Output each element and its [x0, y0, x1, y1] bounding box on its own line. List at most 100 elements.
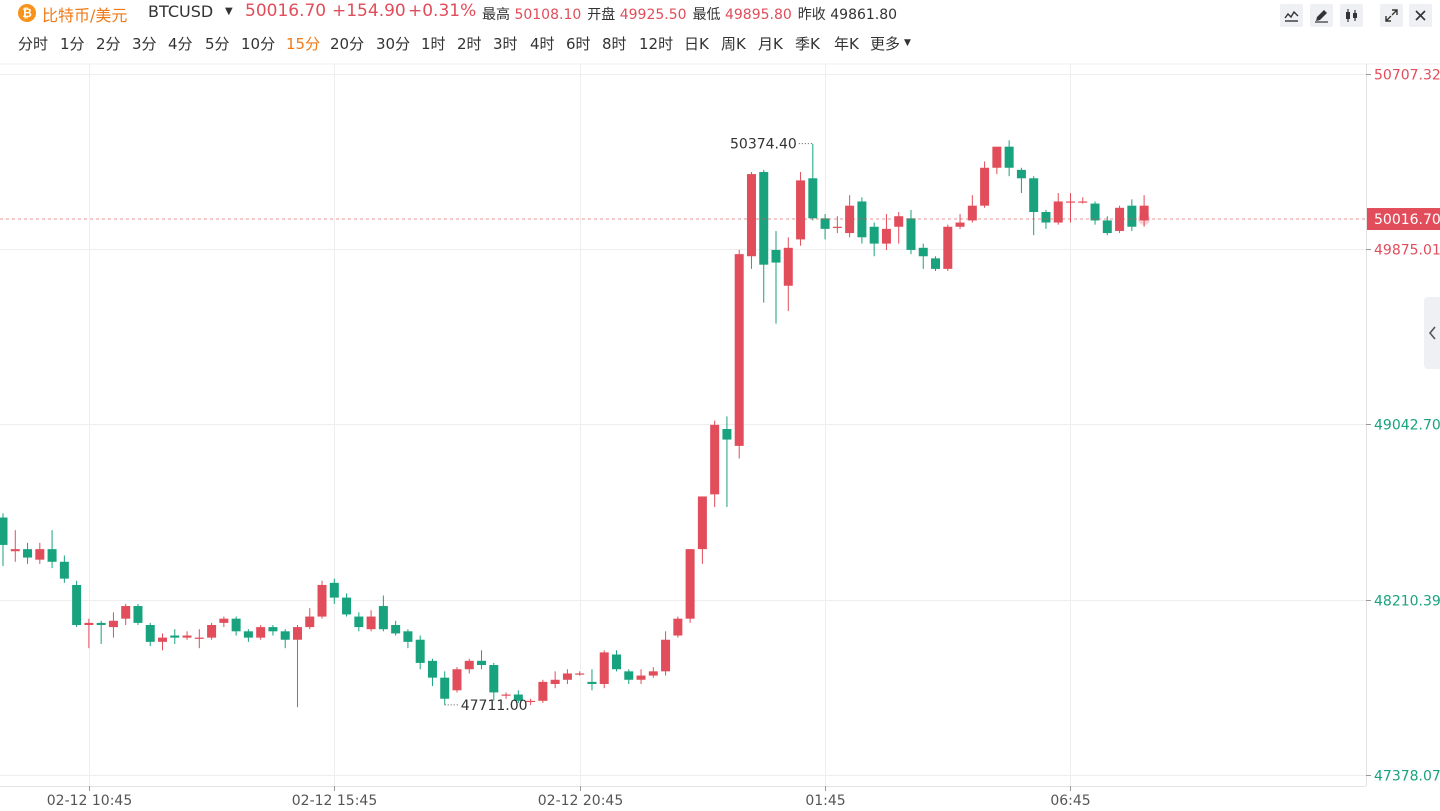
candle-body — [170, 635, 180, 638]
candle-body — [1139, 205, 1149, 221]
candle-body — [808, 178, 818, 219]
close-button[interactable] — [1409, 4, 1432, 27]
y-tick-label: 50707.32 — [1374, 68, 1440, 84]
candle-body — [661, 639, 671, 672]
timeframe-2[interactable]: 2分 — [96, 35, 121, 53]
timeframe-0[interactable]: 分时 — [18, 35, 49, 53]
timeframe-1[interactable]: 1分 — [60, 35, 85, 53]
close-icon — [1415, 10, 1426, 21]
timeframe-20[interactable]: 季K — [795, 35, 820, 53]
candle-body — [1115, 207, 1125, 231]
candle-body — [182, 635, 192, 638]
timeframe-11[interactable]: 2时 — [457, 35, 482, 53]
candle-body — [108, 620, 118, 628]
pair-name[interactable]: 比特币/美元 — [42, 6, 128, 25]
x-tick-label: 06:45 — [1050, 793, 1090, 809]
candle-body — [562, 673, 572, 680]
timeframe-8[interactable]: 20分 — [330, 35, 365, 53]
candle-body — [1127, 205, 1137, 227]
candle-body — [857, 201, 867, 238]
candle-style-icon — [1346, 9, 1357, 22]
x-tick-label: 01:45 — [805, 793, 845, 809]
candle-body — [378, 606, 388, 630]
candle-body — [1029, 178, 1039, 213]
x-tick-label: 02-12 10:45 — [47, 793, 132, 809]
timeframe-15[interactable]: 8时 — [602, 35, 627, 53]
candle-body — [121, 606, 131, 619]
candle-body — [96, 622, 106, 625]
candle-body — [391, 624, 401, 634]
timeframe-22[interactable]: 更多 — [870, 35, 901, 53]
candle-body — [759, 171, 769, 265]
timeframe-14[interactable]: 6时 — [566, 35, 591, 53]
quote-header: ₿ 比特币/美元 BTCUSD ▼ 50016.70 +154.90 +0.31… — [0, 0, 1440, 28]
candle-body — [403, 631, 413, 642]
candle-body — [231, 618, 241, 632]
y-tick-label: 49042.70 — [1374, 418, 1440, 434]
candle-body — [710, 424, 720, 495]
candle-body — [673, 618, 683, 636]
candle-body — [722, 429, 732, 440]
candle-body — [992, 146, 1002, 168]
candle-body — [464, 660, 474, 670]
indicator-button[interactable] — [1280, 4, 1303, 27]
candle-body — [624, 671, 634, 680]
candle-body — [415, 639, 425, 663]
timeframe-19[interactable]: 月K — [758, 35, 783, 53]
fullscreen-button[interactable] — [1380, 4, 1403, 27]
stat-value: 49895.80 — [724, 7, 792, 23]
symbol-selector[interactable]: BTCUSD — [148, 2, 214, 21]
candle-body — [489, 665, 499, 693]
timeframe-bar: 分时 1分 2分 3分 4分 5分 10分 15分 20分 30分 1时 2时 3时 4时 6时 8时 12时日… — [0, 30, 1000, 56]
candle-body — [194, 637, 204, 639]
fullscreen-icon — [1385, 9, 1398, 22]
last-price-tag — [1367, 208, 1440, 231]
candle-body — [354, 616, 364, 628]
candle-body — [256, 627, 266, 638]
timeframe-17[interactable]: 日K — [684, 35, 709, 53]
timeframe-18[interactable]: 周K — [721, 35, 746, 53]
candle-body — [1102, 220, 1112, 234]
candle-body — [771, 249, 781, 263]
candle-body — [881, 228, 891, 244]
candle-body — [1078, 201, 1088, 203]
candle-body — [243, 631, 253, 638]
timeframe-16[interactable]: 12时 — [639, 35, 674, 53]
timeframe-12[interactable]: 3时 — [493, 35, 518, 53]
y-tick-label: 49875.01 — [1374, 243, 1440, 259]
price-change: +154.90 — [332, 1, 406, 21]
timeframe-9[interactable]: 30分 — [376, 35, 411, 53]
chevron-down-icon[interactable]: ▼ — [225, 6, 233, 17]
candle-body — [734, 254, 744, 446]
candle-body — [1053, 201, 1063, 223]
timeframe-3[interactable]: 3分 — [132, 35, 157, 53]
side-panel-toggle[interactable] — [1424, 297, 1440, 369]
candle-body — [967, 205, 977, 221]
candle-style-button[interactable] — [1340, 4, 1363, 27]
timeframe-7[interactable]: 15分 — [286, 35, 321, 53]
candle-body — [869, 226, 879, 244]
quote-stats: 最高 50108.10 开盘 49925.50 最低 49895.80 昨收 4986… — [482, 4, 903, 24]
timeframe-6[interactable]: 10分 — [241, 35, 276, 53]
candle-body — [612, 654, 621, 670]
x-tick-label: 02-12 20:45 — [538, 793, 623, 809]
candle-body — [513, 694, 523, 701]
timeframe-10[interactable]: 1时 — [421, 35, 446, 53]
candle-body — [636, 675, 646, 680]
timeframe-13[interactable]: 4时 — [530, 35, 555, 53]
draw-button[interactable] — [1310, 4, 1333, 27]
timeframe-4[interactable]: 4分 — [168, 35, 193, 53]
timeframe-5[interactable]: 5分 — [205, 35, 230, 53]
y-tick-label: 48210.39 — [1374, 594, 1440, 610]
candle-body — [158, 637, 168, 642]
candle-body — [23, 549, 33, 558]
stat-label: 最低 — [692, 7, 725, 23]
price-change-percent: +0.31% — [408, 1, 477, 21]
stat-label: 开盘 — [587, 7, 620, 23]
candle-body — [894, 216, 904, 227]
chevron-down-icon[interactable]: ▼ — [904, 38, 911, 48]
candle-body — [84, 622, 94, 625]
timeframe-21[interactable]: 年K — [834, 35, 859, 53]
candle-body — [955, 222, 965, 227]
